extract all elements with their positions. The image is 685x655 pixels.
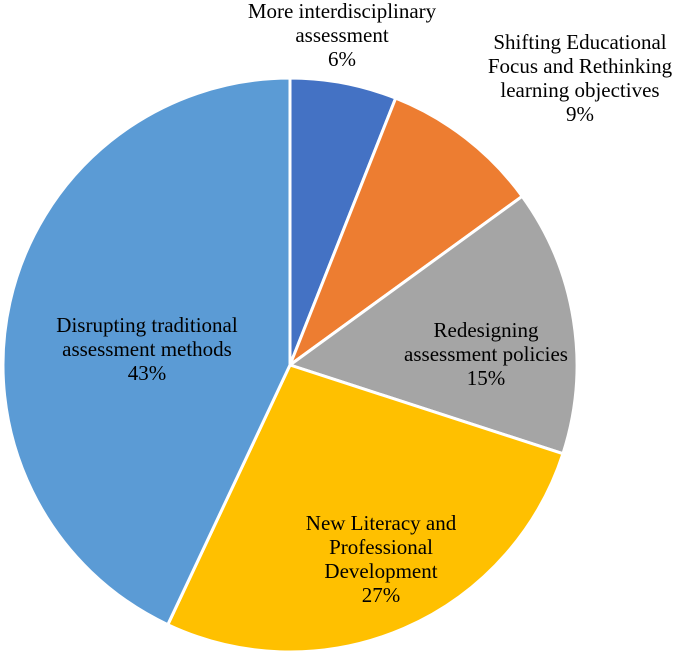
pie-slice-4	[166, 363, 565, 654]
slice-label-5: Disrupting traditional assessment methods…	[56, 313, 238, 385]
pie-slice-3	[288, 194, 579, 456]
slice-label-3: Redesigning assessment policies 15%	[404, 318, 568, 390]
slice-value-label: 9%	[566, 102, 594, 126]
slice-category-label: Shifting Educational	[493, 30, 666, 54]
slice-label-4: New Literacy and Professional Development 2…	[306, 511, 457, 607]
pie-slices	[1, 76, 579, 654]
pie-slice-2	[288, 96, 524, 367]
pie-slice-5	[1, 76, 292, 627]
slice-category-label: Development	[324, 559, 437, 583]
slice-value-label: 27%	[362, 583, 401, 607]
slice-category-label: Focus and Rethinking	[488, 54, 673, 78]
slice-category-label: learning objectives	[500, 78, 659, 102]
slice-category-label: assessment policies	[404, 342, 568, 366]
slice-label-1: More interdisciplinary assessment 6%	[248, 0, 437, 71]
slice-category-label: More interdisciplinary	[248, 0, 437, 23]
slice-category-label: assessment methods	[62, 337, 232, 361]
slice-value-label: 15%	[467, 366, 506, 390]
slice-value-label: 43%	[128, 361, 167, 385]
pie-labels: More interdisciplinary assessment 6% Shifti…	[56, 0, 672, 607]
slice-value-label: 6%	[328, 47, 356, 71]
slice-label-2: Shifting Educational Focus and Rethinking…	[488, 30, 673, 126]
slice-category-label: Redesigning	[434, 318, 539, 342]
slice-category-label: Professional	[329, 535, 433, 559]
slice-category-label: assessment	[295, 23, 388, 47]
slice-category-label: Disrupting traditional	[56, 313, 238, 337]
slice-category-label: New Literacy and	[306, 511, 457, 535]
